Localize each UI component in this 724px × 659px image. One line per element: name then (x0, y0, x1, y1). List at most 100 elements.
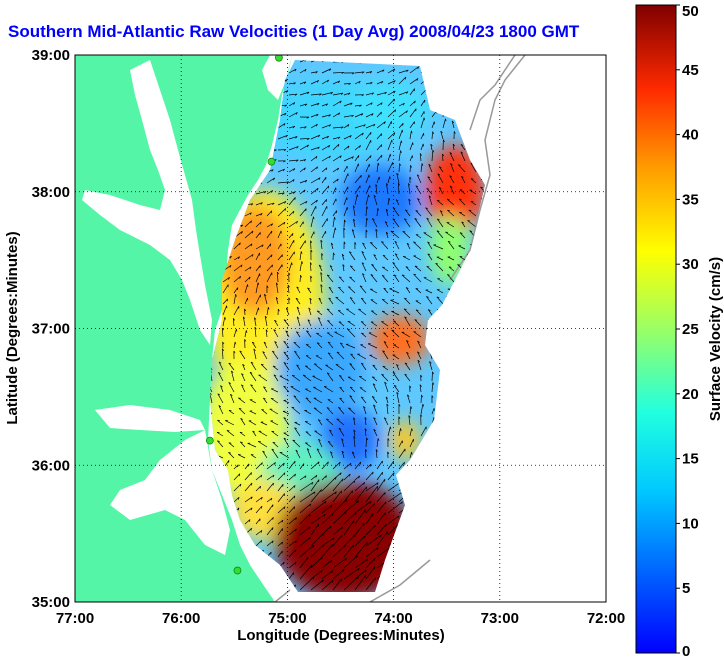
velocity-vector (365, 558, 376, 569)
velocity-vector (244, 482, 253, 492)
velocity-vector (448, 266, 455, 272)
velocity-vector (431, 150, 434, 162)
velocity-vector-head (400, 428, 402, 431)
velocity-vector-head (383, 332, 387, 334)
colorbar-tick-label: 5 (682, 580, 690, 597)
velocity-vector-head (239, 483, 242, 487)
velocity-vector (375, 229, 378, 239)
velocity-vector-head (262, 351, 265, 354)
velocity-vector (354, 155, 360, 162)
velocity-vector (398, 448, 406, 459)
velocity-vector (461, 221, 466, 228)
velocity-vector-head (449, 152, 453, 155)
velocity-vector (349, 363, 356, 371)
velocity-vector (282, 411, 290, 415)
velocity-vector-head (430, 143, 433, 147)
velocity-vector (321, 230, 327, 239)
velocity-vector-head (254, 317, 257, 320)
velocity-vector (332, 112, 340, 118)
velocity-vector (310, 134, 321, 140)
velocity-vector (277, 506, 286, 514)
velocity-vector (382, 266, 389, 272)
velocity-vector-head (389, 176, 391, 179)
velocity-vector-head (250, 472, 252, 475)
velocity-vector-head (318, 419, 321, 421)
velocity-vector (452, 143, 455, 151)
velocity-vector (310, 489, 322, 503)
velocity-vector (409, 130, 412, 140)
velocity-vector-head (272, 441, 276, 444)
velocity-vector-head (293, 395, 297, 397)
velocity-vector (406, 351, 411, 360)
velocity-vector-head (459, 189, 463, 191)
velocity-vector (317, 317, 323, 327)
velocity-vector-head (315, 156, 318, 159)
velocity-vector (313, 386, 323, 393)
velocity-vector (415, 185, 422, 195)
velocity-vector-head (360, 321, 364, 323)
velocity-vector-head (393, 68, 396, 72)
velocity-vector-head (413, 241, 416, 243)
velocity-vector-head (283, 341, 287, 343)
velocity-vector-head (339, 100, 342, 104)
velocity-vector (321, 513, 334, 525)
velocity-vector-head (324, 501, 327, 504)
velocity-vector (222, 317, 226, 327)
velocity-vector-head (309, 297, 312, 301)
velocity-vector (376, 121, 386, 129)
velocity-vector (363, 406, 367, 415)
velocity-vector (394, 253, 400, 261)
velocity-vector (371, 310, 378, 316)
velocity-vector (255, 496, 263, 503)
velocity-vector-head (274, 319, 277, 322)
velocity-vector (408, 198, 411, 206)
velocity-vector (383, 341, 389, 349)
velocity-vector (409, 108, 417, 118)
velocity-vector (332, 557, 347, 569)
velocity-vector-head (366, 437, 368, 441)
velocity-vector-head (421, 394, 423, 398)
velocity-vector-head (409, 385, 412, 389)
velocity-vector (435, 263, 444, 272)
velocity-vector (449, 175, 455, 184)
velocity-vector-head (447, 198, 450, 200)
velocity-vector-head (273, 374, 277, 377)
velocity-vector (266, 177, 275, 184)
velocity-vector (222, 298, 228, 305)
velocity-vector-head (364, 535, 366, 539)
velocity-vector-head (382, 69, 385, 73)
velocity-vector (413, 273, 422, 283)
velocity-vector-head (296, 316, 300, 319)
velocity-vector (365, 449, 367, 459)
velocity-vector (233, 497, 240, 503)
velocity-vector (295, 297, 301, 305)
velocity-vector (420, 426, 427, 437)
velocity-vector (255, 221, 262, 228)
velocity-vector (409, 428, 413, 437)
velocity-vector (228, 442, 235, 448)
colorbar-label: Surface Velocity (cm/s) (707, 257, 724, 421)
velocity-vector (349, 386, 356, 393)
velocity-vector-head (294, 350, 297, 353)
velocity-vector (365, 463, 372, 470)
velocity-vector-head (439, 166, 442, 169)
velocity-vector (299, 144, 309, 151)
velocity-vector-head (372, 383, 376, 386)
velocity-vector (387, 501, 403, 514)
velocity-vector-head (282, 192, 285, 195)
velocity-vector (309, 298, 312, 305)
velocity-vector (368, 332, 378, 338)
velocity-vector (231, 370, 235, 382)
velocity-vector-head (429, 361, 432, 364)
velocity-vector (409, 438, 414, 448)
velocity-vector (409, 452, 412, 459)
velocity-vector-head (272, 350, 275, 353)
x-tick-label: 75:00 (268, 610, 306, 627)
velocity-vector-head (347, 328, 350, 331)
velocity-vector-head (303, 81, 307, 84)
velocity-vector-head (281, 541, 284, 545)
velocity-vector-head (244, 339, 247, 342)
velocity-vector (285, 330, 290, 338)
velocity-vector-head (316, 113, 319, 117)
velocity-vector (330, 451, 334, 459)
